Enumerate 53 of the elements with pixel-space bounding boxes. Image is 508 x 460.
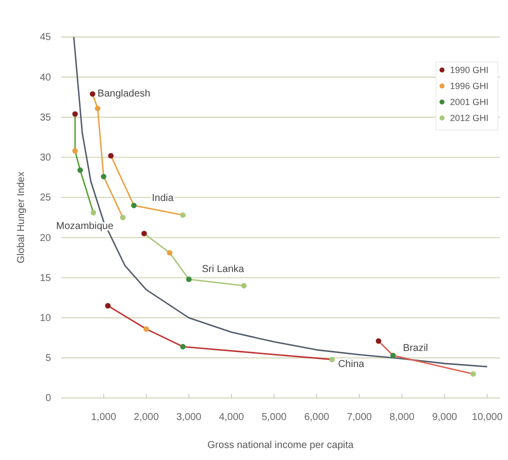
x-tick-label: 1,000 xyxy=(91,412,117,423)
point xyxy=(72,111,78,117)
point xyxy=(241,282,247,288)
point xyxy=(329,356,335,362)
point xyxy=(143,326,150,332)
x-tick-label: 6,000 xyxy=(304,412,330,423)
y-tick-label: 45 xyxy=(40,32,52,44)
legend-label: 1996 GHI xyxy=(450,81,489,92)
point xyxy=(105,302,111,309)
y-tick-label: 30 xyxy=(40,152,52,164)
point xyxy=(180,344,186,350)
point xyxy=(72,148,78,154)
legend-label: 2012 GHI xyxy=(450,113,489,124)
annotation: Sri Lanka xyxy=(202,264,245,275)
x-tick-label: 2,000 xyxy=(134,412,160,423)
point xyxy=(131,202,137,208)
point xyxy=(180,212,186,218)
point xyxy=(141,230,147,236)
y-tick-label: 0 xyxy=(45,393,52,404)
point xyxy=(120,214,126,220)
x-tick-label: 4,000 xyxy=(218,412,244,423)
x-tick-label: 5,000 xyxy=(262,412,288,423)
point xyxy=(108,152,114,158)
annotation: Brazil xyxy=(403,342,428,354)
annotation: China xyxy=(338,358,365,370)
y-tick-label: 25 xyxy=(40,192,52,204)
point xyxy=(376,338,382,344)
x-tick-label: 3,000 xyxy=(176,412,202,423)
x-axis-title: Gross national income per capita xyxy=(207,440,354,451)
point xyxy=(94,106,100,112)
x-tick-label: 8,000 xyxy=(389,412,415,423)
point xyxy=(90,91,96,97)
y-tick-label: 15 xyxy=(40,272,52,284)
point xyxy=(100,174,106,180)
y-tick-label: 5 xyxy=(45,353,52,364)
legend-label: 2001 GHI xyxy=(450,97,489,108)
annotation: India xyxy=(152,192,174,204)
annotation: Bangladesh xyxy=(98,88,150,100)
y-tick-label: 35 xyxy=(40,112,52,124)
point xyxy=(186,276,192,282)
y-tick-label: 10 xyxy=(40,312,52,324)
point xyxy=(470,371,476,377)
x-tick-label: 9,000 xyxy=(432,412,458,423)
point xyxy=(77,167,83,173)
legend-label: 1990 GHI xyxy=(450,65,489,76)
point xyxy=(390,352,396,358)
y-tick-label: 20 xyxy=(40,232,52,244)
y-tick-label: 40 xyxy=(40,72,52,84)
point xyxy=(166,250,172,256)
x-tick-label: 10,000 xyxy=(472,412,503,423)
point xyxy=(90,210,96,216)
y-axis-title: Global Hunger Index xyxy=(16,172,27,264)
x-tick-label: 7,000 xyxy=(346,412,372,423)
